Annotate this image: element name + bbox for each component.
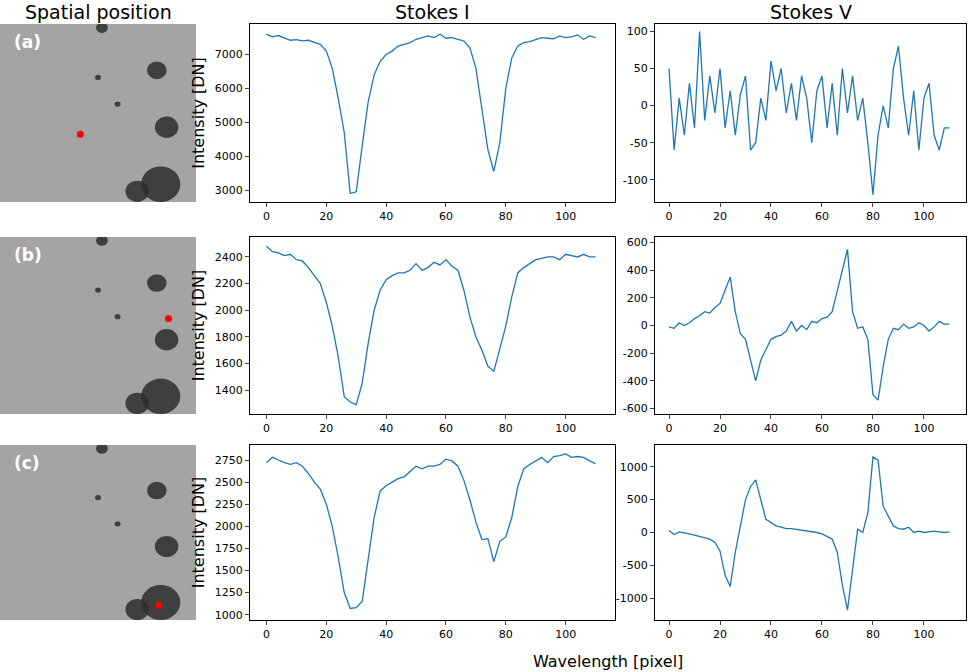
svg-text:2000: 2000 (215, 304, 243, 317)
svg-text:60: 60 (815, 210, 829, 223)
svg-text:0: 0 (641, 319, 648, 332)
svg-text:1000: 1000 (620, 461, 648, 474)
svg-text:20: 20 (319, 628, 333, 641)
svg-text:0: 0 (263, 210, 270, 223)
svg-text:60: 60 (439, 210, 453, 223)
svg-text:-600: -600 (623, 402, 648, 415)
svg-text:20: 20 (713, 210, 727, 223)
svg-text:Stokes I: Stokes I (395, 1, 470, 23)
svg-text:40: 40 (764, 210, 778, 223)
svg-text:60: 60 (439, 628, 453, 641)
svg-text:40: 40 (379, 422, 393, 435)
svg-text:40: 40 (379, 628, 393, 641)
svg-text:Intensity [DN]: Intensity [DN] (189, 57, 208, 169)
svg-text:100: 100 (913, 210, 934, 223)
svg-text:200: 200 (627, 292, 648, 305)
svg-text:1800: 1800 (215, 331, 243, 344)
svg-text:100: 100 (555, 628, 576, 641)
svg-text:Stokes V: Stokes V (770, 1, 852, 23)
svg-text:1600: 1600 (215, 357, 243, 370)
svg-text:100: 100 (913, 422, 934, 435)
svg-text:80: 80 (866, 628, 880, 641)
svg-text:80: 80 (499, 628, 513, 641)
svg-text:100: 100 (555, 210, 576, 223)
svg-text:-200: -200 (623, 347, 648, 360)
svg-text:-100: -100 (623, 174, 648, 187)
svg-text:1250: 1250 (215, 586, 243, 599)
svg-text:60: 60 (815, 628, 829, 641)
svg-text:100: 100 (913, 628, 934, 641)
svg-text:80: 80 (866, 422, 880, 435)
svg-text:(b): (b) (14, 245, 42, 265)
svg-text:50: 50 (634, 62, 648, 75)
svg-text:0: 0 (263, 628, 270, 641)
svg-text:600: 600 (627, 236, 648, 249)
svg-text:6000: 6000 (215, 82, 243, 95)
svg-text:80: 80 (866, 210, 880, 223)
svg-text:2000: 2000 (215, 520, 243, 533)
svg-text:60: 60 (439, 422, 453, 435)
svg-text:-1000: -1000 (616, 592, 648, 605)
svg-text:60: 60 (815, 422, 829, 435)
svg-text:40: 40 (379, 210, 393, 223)
svg-text:20: 20 (713, 422, 727, 435)
svg-text:7000: 7000 (215, 48, 243, 61)
svg-text:100: 100 (627, 25, 648, 38)
svg-text:5000: 5000 (215, 116, 243, 129)
svg-text:1500: 1500 (215, 564, 243, 577)
svg-text:Spatial position: Spatial position (25, 1, 172, 23)
svg-text:0: 0 (641, 526, 648, 539)
svg-text:(a): (a) (14, 32, 41, 52)
svg-text:1750: 1750 (215, 542, 243, 555)
svg-text:Intensity [DN]: Intensity [DN] (189, 270, 208, 382)
svg-text:2400: 2400 (215, 251, 243, 264)
svg-text:0: 0 (666, 628, 673, 641)
svg-text:2750: 2750 (215, 454, 243, 467)
svg-text:80: 80 (499, 210, 513, 223)
svg-text:0: 0 (666, 422, 673, 435)
svg-text:500: 500 (627, 493, 648, 506)
svg-text:80: 80 (499, 422, 513, 435)
svg-text:100: 100 (555, 422, 576, 435)
svg-text:2200: 2200 (215, 277, 243, 290)
svg-text:2500: 2500 (215, 476, 243, 489)
svg-text:2250: 2250 (215, 498, 243, 511)
svg-text:Wavelength [pixel]: Wavelength [pixel] (533, 652, 683, 671)
svg-text:-50: -50 (630, 137, 648, 150)
svg-text:-400: -400 (623, 375, 648, 388)
svg-text:0: 0 (641, 99, 648, 112)
svg-text:1000: 1000 (215, 609, 243, 622)
svg-text:40: 40 (764, 628, 778, 641)
svg-text:20: 20 (319, 422, 333, 435)
svg-text:Intensity [DN]: Intensity [DN] (189, 477, 208, 589)
svg-text:3000: 3000 (215, 184, 243, 197)
svg-text:-500: -500 (623, 559, 648, 572)
svg-text:40: 40 (764, 422, 778, 435)
svg-text:20: 20 (713, 628, 727, 641)
svg-text:400: 400 (627, 264, 648, 277)
svg-text:4000: 4000 (215, 150, 243, 163)
svg-text:0: 0 (666, 210, 673, 223)
svg-text:20: 20 (319, 210, 333, 223)
svg-text:(c): (c) (14, 453, 40, 473)
svg-text:1400: 1400 (215, 384, 243, 397)
svg-text:0: 0 (263, 422, 270, 435)
